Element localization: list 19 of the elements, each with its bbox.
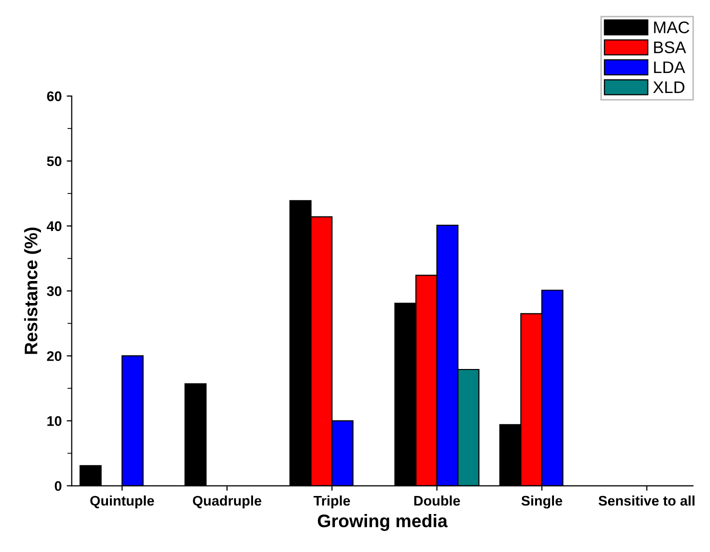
y-tick-label: 50 [46,156,62,166]
x-axis-title: Growing media [318,514,448,531]
y-tick-label: 10 [47,416,62,426]
y-tick-label: 20 [47,351,62,362]
x-tick-label: Double [414,495,460,506]
y-tick-label: 0 [54,481,62,491]
x-tick-label: Single [521,495,562,508]
y-tick-label: 30 [46,286,62,296]
legend-label: LDA [654,62,686,74]
legend-label: XLD [653,82,684,93]
y-axis-title: Resistance (%) [24,228,41,354]
y-tick-label: 40 [46,221,62,232]
legend-label: BSA [654,41,686,54]
x-tick-label: Quadruple [192,495,262,508]
x-tick-label: Sensitive to all [598,495,694,506]
legend-label: MAC [654,21,690,34]
x-tick-label: Quintuple [90,495,154,508]
y-tick-label: 60 [47,91,62,102]
x-tick-label: Triple [314,495,350,508]
